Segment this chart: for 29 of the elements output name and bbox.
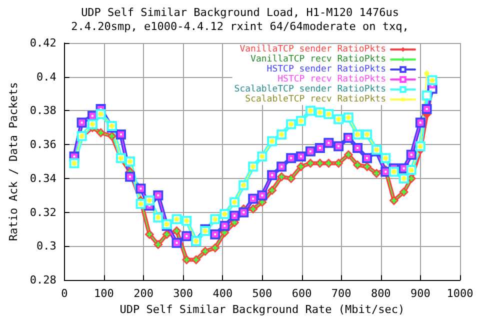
x-axis-title: UDP Self Similar Background Rate (Mbit/sec) (120, 303, 405, 316)
y-tick-label: 0.4 (36, 70, 57, 84)
x-tick-label: 200 (134, 287, 154, 300)
x-tick-label: 600 (292, 287, 312, 300)
y-tick-label: 0.28 (30, 274, 56, 287)
legend-label: HSTCP recv RatioPkts (278, 74, 386, 84)
y-tick-label: 0.3 (36, 240, 56, 253)
y-tick-label: 0.36 (30, 138, 56, 152)
y-tick-label: 0.38 (30, 104, 56, 118)
y-tick-label: 0.32 (30, 206, 56, 219)
x-tick-label: 500 (252, 287, 272, 300)
x-tick-label: 0 (61, 287, 68, 300)
legend-label: HSTCP sender RatioPkts (266, 64, 386, 74)
x-tick-label: 400 (212, 287, 233, 300)
x-tick-label: 100 (94, 287, 114, 300)
legend-label: VanillaTCP recv RatioPkts (250, 54, 386, 64)
legend-label: ScalableTCP sender RatioPkts (234, 84, 386, 94)
y-tick-label: 0.42 (30, 36, 56, 50)
chart-title: UDP Self Similar Background Load, H1-M120 1476us (81, 6, 399, 19)
x-tick-label: 300 (173, 287, 194, 300)
x-tick-label: 800 (370, 287, 391, 300)
x-tick-label: 700 (331, 287, 352, 300)
x-tick-label: 900 (410, 287, 430, 300)
legend-label: ScalableTCP recv RatioPkts (245, 94, 386, 104)
y-tick-label: 0.34 (30, 172, 57, 185)
x-tick-label: 1000 (446, 287, 474, 300)
legend-label: VanillaTCP sender RatioPkts (240, 44, 386, 54)
y-axis-title: Ratio Ack / Data Packets (7, 82, 20, 242)
chart-subtitle: 2.4.20smp, e1000-4.4.12 rxint 64/64moderate on txq, (71, 20, 409, 33)
